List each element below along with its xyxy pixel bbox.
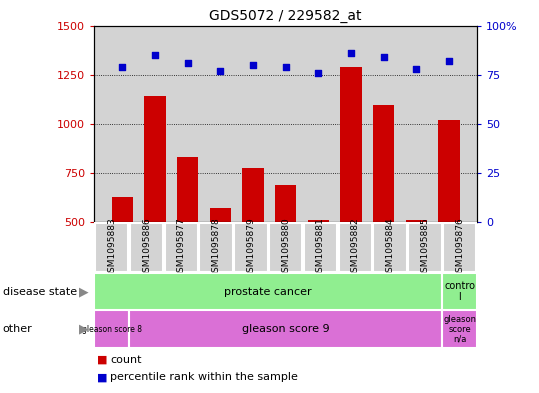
Text: GSM1095882: GSM1095882	[351, 217, 360, 278]
Bar	[442, 310, 477, 348]
Text: GSM1095880: GSM1095880	[281, 217, 290, 278]
Text: GSM1095886: GSM1095886	[142, 217, 151, 278]
Point	[151, 52, 160, 58]
FancyBboxPatch shape	[269, 223, 302, 272]
Text: GSM1095885: GSM1095885	[420, 217, 430, 278]
Bar	[406, 220, 427, 320]
FancyBboxPatch shape	[338, 223, 372, 272]
Point	[314, 70, 323, 76]
Text: gleason score 9: gleason score 9	[242, 324, 329, 334]
Text: GSM1095881: GSM1095881	[316, 217, 325, 278]
Bar	[129, 310, 442, 348]
Text: gleason
score
n/a: gleason score n/a	[443, 315, 476, 343]
Bar	[442, 273, 477, 310]
FancyBboxPatch shape	[95, 223, 128, 272]
Point	[445, 58, 453, 64]
Text: prostate cancer: prostate cancer	[224, 287, 312, 297]
Point	[379, 54, 388, 60]
FancyBboxPatch shape	[234, 223, 267, 272]
Point	[281, 64, 290, 70]
Bar	[144, 96, 165, 320]
Point	[183, 60, 192, 66]
Bar	[438, 120, 460, 320]
FancyBboxPatch shape	[164, 223, 198, 272]
Bar	[373, 105, 395, 320]
Point	[216, 68, 225, 74]
Text: disease state: disease state	[3, 287, 77, 297]
Point	[412, 66, 420, 72]
Text: contro
l: contro l	[444, 281, 475, 302]
FancyBboxPatch shape	[374, 223, 407, 272]
Text: GSM1095883: GSM1095883	[107, 217, 116, 278]
Point	[118, 64, 127, 70]
Bar	[177, 157, 198, 320]
FancyBboxPatch shape	[130, 223, 163, 272]
Text: GSM1095876: GSM1095876	[455, 217, 464, 278]
FancyBboxPatch shape	[199, 223, 233, 272]
Text: ▶: ▶	[79, 285, 89, 298]
Point	[347, 50, 355, 56]
Text: ▶: ▶	[79, 323, 89, 336]
Bar	[112, 196, 133, 320]
Text: GSM1095884: GSM1095884	[385, 217, 395, 278]
Text: GSM1095879: GSM1095879	[246, 217, 255, 278]
Text: GSM1095878: GSM1095878	[212, 217, 220, 278]
Point	[248, 62, 257, 68]
FancyBboxPatch shape	[408, 223, 441, 272]
Bar	[308, 220, 329, 320]
Bar	[243, 168, 264, 320]
Text: GSM1095877: GSM1095877	[177, 217, 186, 278]
Bar	[94, 310, 129, 348]
Text: count: count	[110, 354, 142, 365]
Bar	[275, 185, 296, 320]
Text: percentile rank within the sample: percentile rank within the sample	[110, 372, 299, 382]
FancyBboxPatch shape	[304, 223, 337, 272]
Bar	[210, 208, 231, 320]
FancyBboxPatch shape	[443, 223, 476, 272]
Title: GDS5072 / 229582_at: GDS5072 / 229582_at	[210, 9, 362, 23]
Text: gleason score 8: gleason score 8	[82, 325, 142, 334]
Bar	[341, 67, 362, 320]
Text: other: other	[3, 324, 32, 334]
Text: ■: ■	[97, 372, 107, 382]
Text: ■: ■	[97, 354, 107, 365]
